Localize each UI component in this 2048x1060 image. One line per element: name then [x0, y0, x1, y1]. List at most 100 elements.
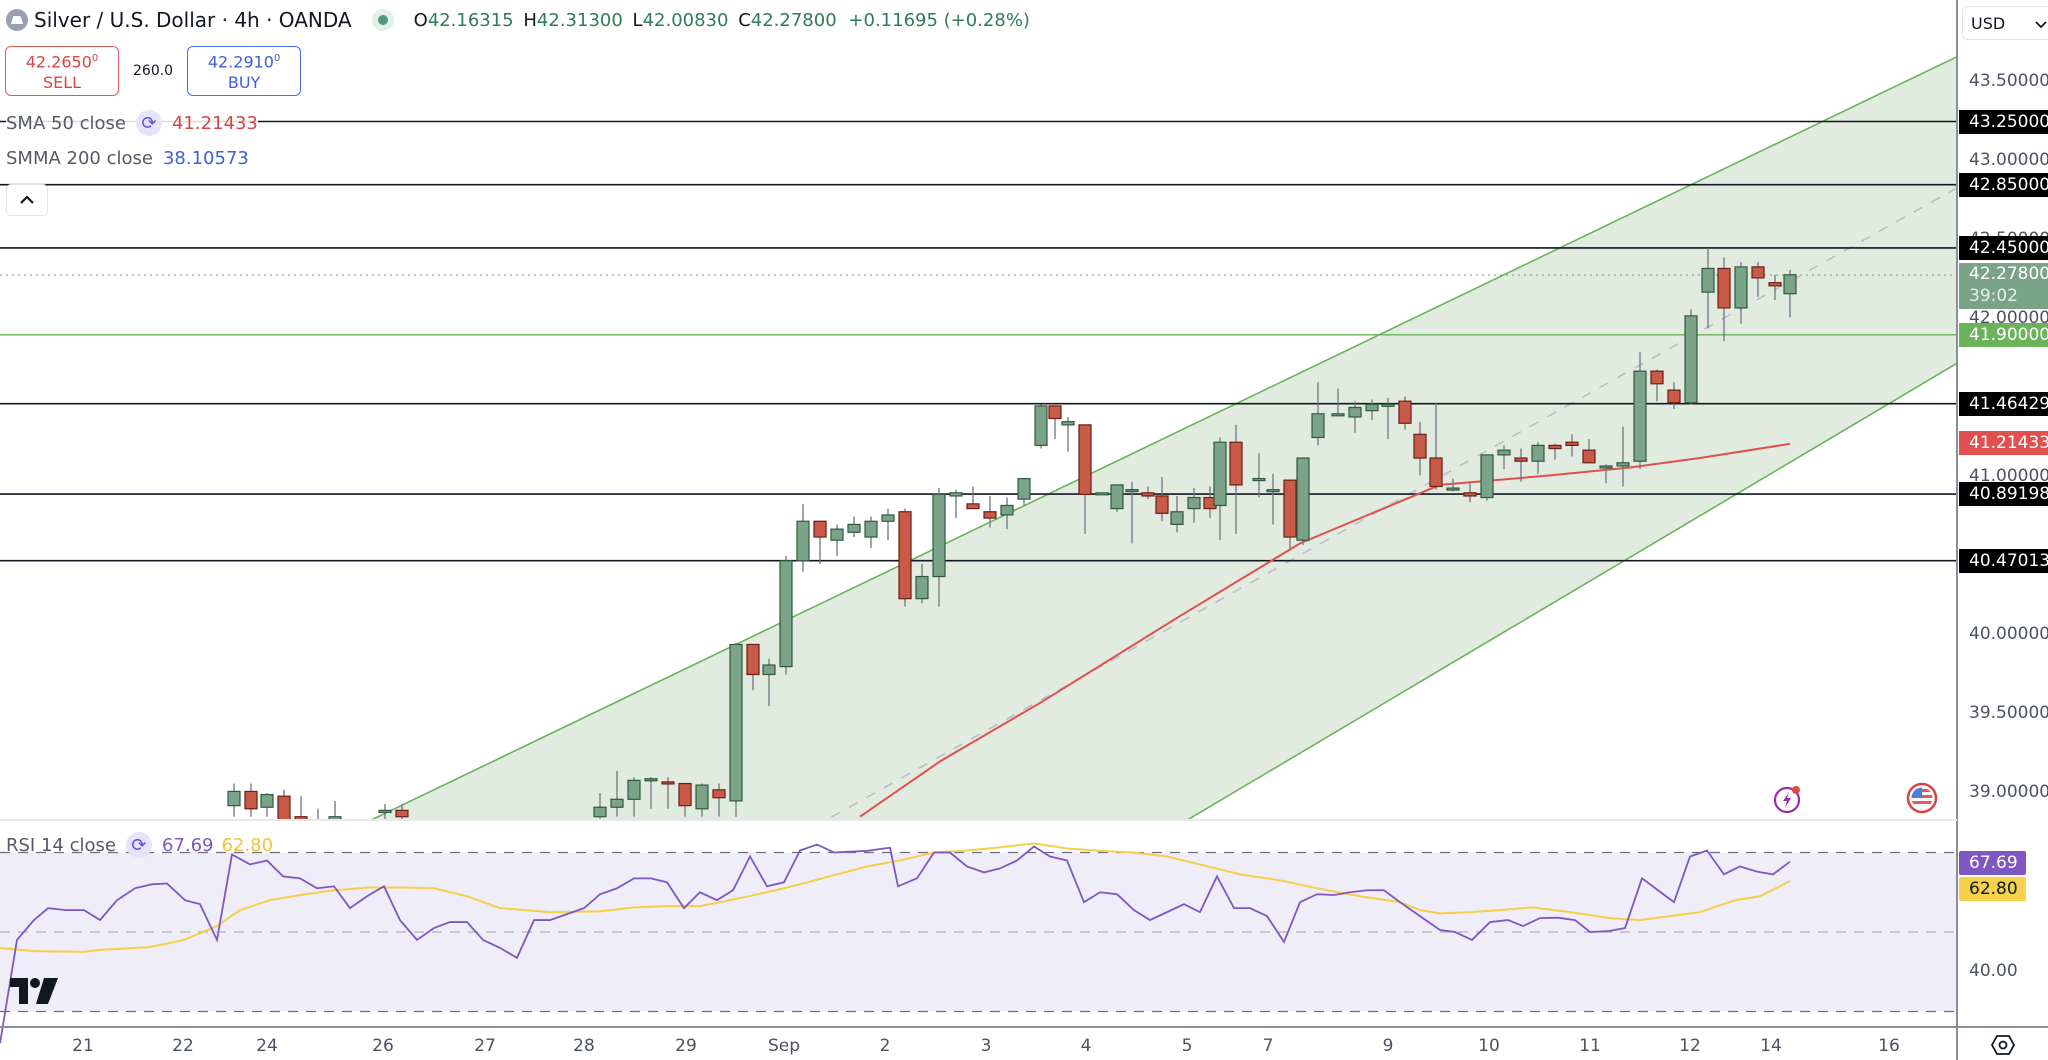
candle[interactable]: [762, 658, 776, 707]
settings-hex-icon[interactable]: [1990, 1034, 2016, 1056]
candle[interactable]: [244, 783, 258, 817]
candle[interactable]: [1381, 398, 1395, 440]
candle[interactable]: [1348, 401, 1362, 433]
candle[interactable]: [1141, 486, 1155, 500]
candle[interactable]: [1413, 421, 1427, 476]
candle[interactable]: [983, 495, 997, 528]
candle[interactable]: [1446, 478, 1460, 492]
candle[interactable]: [1497, 445, 1511, 470]
candle[interactable]: [1252, 453, 1266, 498]
sell-button[interactable]: 42.26500 SELL: [5, 46, 119, 96]
candle[interactable]: [1599, 464, 1613, 484]
candle[interactable]: [1311, 382, 1325, 446]
candle[interactable]: [1017, 477, 1031, 506]
us-flag-icon[interactable]: [1906, 782, 1938, 814]
candle[interactable]: [1048, 405, 1062, 440]
candle[interactable]: [1751, 262, 1765, 297]
candle[interactable]: [593, 793, 607, 825]
candle[interactable]: [1582, 439, 1596, 464]
channel-upper-line[interactable]: [168, 55, 1957, 918]
candle[interactable]: [1213, 437, 1227, 541]
candle[interactable]: [328, 800, 342, 841]
indicator-smma200[interactable]: SMMA 200 close 38.10573: [6, 148, 249, 169]
candle[interactable]: [1463, 483, 1477, 503]
candle[interactable]: [1061, 416, 1075, 452]
candle[interactable]: [1783, 270, 1797, 318]
candle[interactable]: [1701, 247, 1715, 329]
candle[interactable]: [1078, 424, 1092, 534]
channel-lower-line[interactable]: [168, 362, 1957, 1060]
buy-button[interactable]: 42.29100 BUY: [187, 46, 302, 96]
candle[interactable]: [1095, 492, 1109, 496]
candle[interactable]: [813, 520, 827, 564]
main-price-pane[interactable]: [0, 55, 1957, 1060]
rsi-legend[interactable]: RSI 14 close ⟳ 67.69 62.80: [6, 832, 273, 858]
candle[interactable]: [1531, 442, 1545, 474]
candle[interactable]: [695, 783, 709, 817]
candle[interactable]: [678, 782, 692, 817]
symbol-title[interactable]: Silver / U.S. Dollar · 4h · OANDA: [34, 8, 352, 32]
candle[interactable]: [294, 796, 308, 840]
candle[interactable]: [1514, 448, 1528, 482]
candle[interactable]: [796, 503, 810, 572]
candle[interactable]: [1734, 262, 1748, 324]
candle[interactable]: [712, 783, 726, 817]
candle[interactable]: [1187, 488, 1201, 523]
candle[interactable]: [1155, 477, 1169, 522]
price-axis[interactable]: 43.5000043.0000042.5000042.0000041.00000…: [1957, 0, 2048, 1060]
sma50-line[interactable]: [859, 442, 1791, 818]
sync-icon[interactable]: ⟳: [135, 110, 162, 136]
candle[interactable]: [1548, 443, 1562, 460]
candle[interactable]: [932, 488, 946, 607]
candle[interactable]: [277, 789, 291, 825]
candle[interactable]: [1110, 484, 1124, 512]
market-open-dot-icon[interactable]: [371, 9, 394, 31]
candle[interactable]: [898, 508, 912, 607]
candle[interactable]: [1296, 457, 1310, 545]
candle[interactable]: [830, 524, 844, 556]
candle[interactable]: [729, 642, 743, 817]
collapse-legend-button[interactable]: [6, 184, 48, 216]
candle[interactable]: [227, 783, 241, 817]
candle[interactable]: [746, 643, 760, 691]
candle[interactable]: [1365, 399, 1379, 421]
candle[interactable]: [644, 777, 658, 809]
candle[interactable]: [1398, 396, 1412, 430]
rsi-pane[interactable]: [0, 842, 1957, 1044]
candle[interactable]: [1283, 479, 1297, 549]
candle[interactable]: [1229, 424, 1243, 534]
candle[interactable]: [1170, 495, 1184, 533]
indicator-sma50[interactable]: SMA 50 close ⟳ 41.21433: [6, 110, 258, 136]
candle[interactable]: [1000, 497, 1014, 530]
candle[interactable]: [260, 793, 274, 817]
candle[interactable]: [1565, 434, 1579, 457]
candle[interactable]: [1266, 473, 1280, 525]
candle[interactable]: [1480, 454, 1494, 501]
sync-icon[interactable]: ⟳: [125, 832, 152, 858]
candle[interactable]: [864, 516, 878, 549]
candle[interactable]: [1125, 481, 1139, 544]
candle[interactable]: [610, 770, 624, 817]
candle[interactable]: [949, 489, 963, 519]
rsi-ma-line[interactable]: [0, 842, 1791, 953]
candle[interactable]: [1667, 382, 1681, 410]
lightning-bolt-icon[interactable]: [1773, 784, 1803, 814]
candle[interactable]: [1616, 426, 1630, 487]
candle[interactable]: [627, 777, 641, 817]
candle[interactable]: [378, 804, 392, 825]
rsi-line[interactable]: [0, 843, 1791, 1044]
candle[interactable]: [1684, 309, 1698, 405]
candle[interactable]: [966, 486, 980, 510]
candle[interactable]: [661, 777, 675, 809]
candle[interactable]: [1034, 404, 1048, 449]
currency-select[interactable]: USD: [1962, 6, 2048, 40]
candle[interactable]: [312, 808, 324, 841]
candle[interactable]: [1429, 402, 1443, 490]
candle[interactable]: [1650, 369, 1664, 402]
candle[interactable]: [1331, 388, 1345, 417]
candle[interactable]: [395, 804, 409, 825]
candle[interactable]: [881, 508, 895, 541]
tradingview-logo-icon[interactable]: [10, 978, 58, 1006]
candle[interactable]: [1633, 352, 1647, 470]
